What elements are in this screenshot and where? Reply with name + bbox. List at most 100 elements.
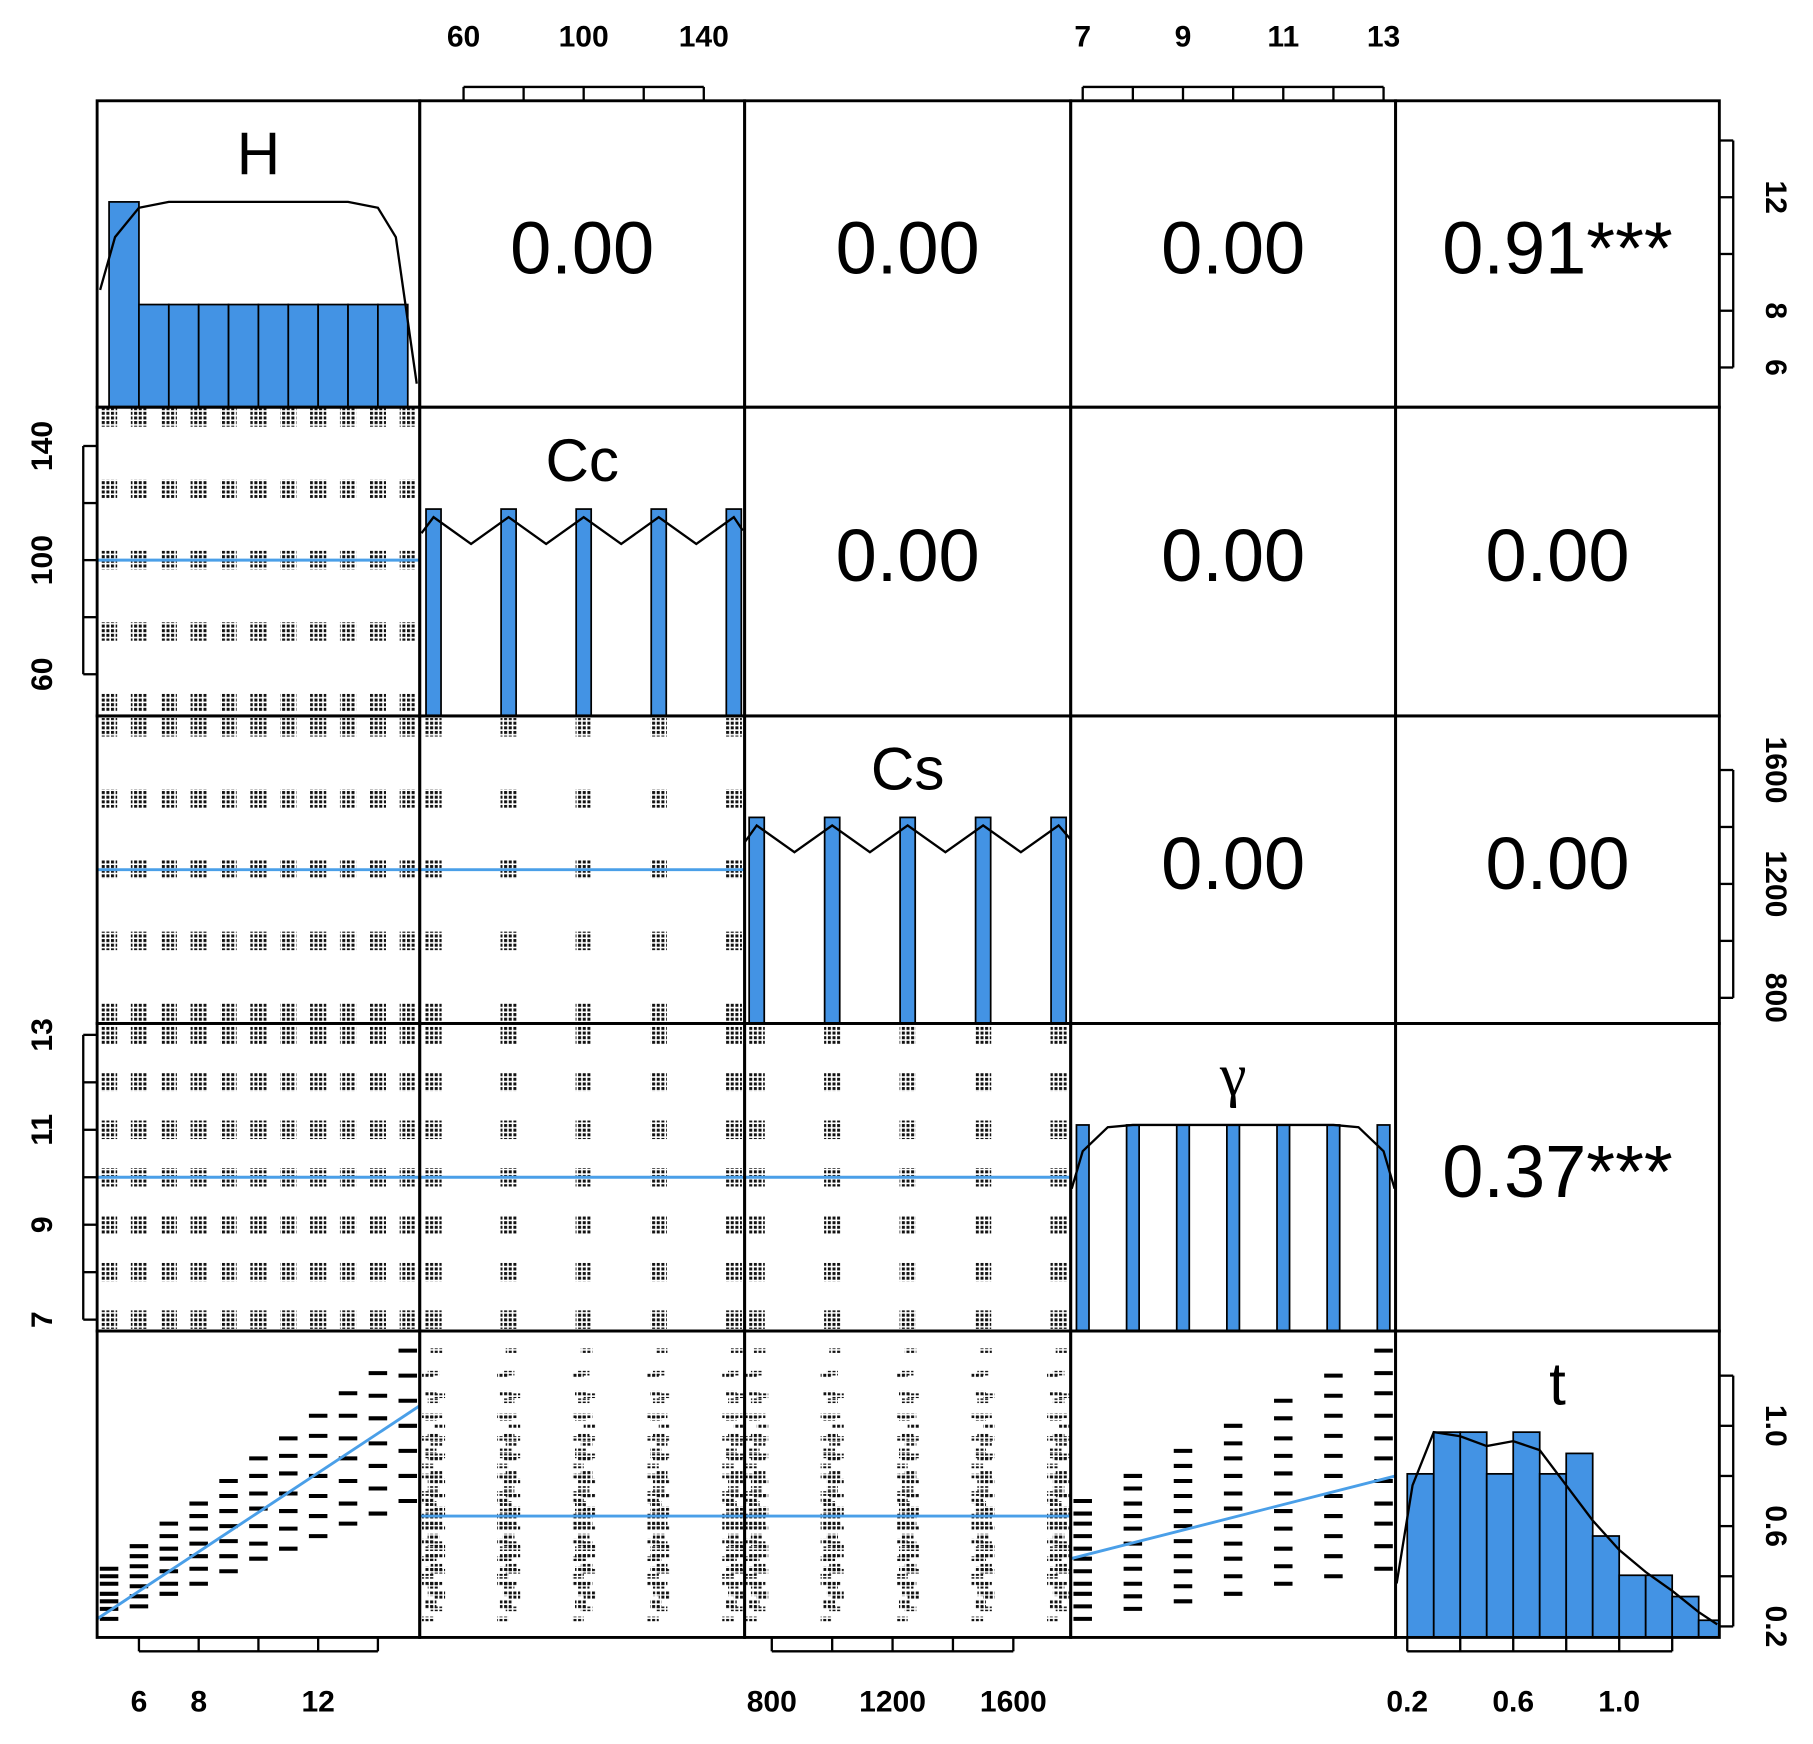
point-cluster bbox=[500, 1120, 517, 1140]
point bbox=[433, 1526, 446, 1531]
histogram-bar bbox=[347, 303, 379, 409]
point-cluster bbox=[1050, 1073, 1067, 1092]
point-cluster bbox=[100, 718, 118, 737]
point bbox=[904, 1471, 917, 1476]
point-cluster bbox=[310, 408, 327, 427]
point bbox=[658, 1553, 671, 1559]
point bbox=[977, 1583, 989, 1589]
point bbox=[655, 1566, 668, 1572]
point bbox=[733, 1546, 746, 1551]
point bbox=[750, 1478, 763, 1484]
point-cluster bbox=[220, 1025, 237, 1045]
point-cluster bbox=[160, 693, 177, 713]
y-tick-label: 11 bbox=[26, 1114, 59, 1146]
point bbox=[650, 1508, 662, 1514]
point-cluster bbox=[190, 693, 207, 713]
point-cluster bbox=[425, 1310, 442, 1329]
point bbox=[424, 1453, 437, 1459]
point bbox=[502, 1583, 515, 1589]
point bbox=[901, 1533, 914, 1539]
point bbox=[1049, 1556, 1062, 1562]
point bbox=[896, 1498, 908, 1504]
point bbox=[1049, 1553, 1062, 1559]
point bbox=[832, 1594, 844, 1599]
density-curve bbox=[744, 823, 1071, 854]
point-cluster bbox=[130, 1262, 148, 1282]
point-cluster bbox=[160, 1310, 177, 1329]
histogram-bar bbox=[317, 303, 349, 409]
point bbox=[1055, 1606, 1068, 1612]
point-cluster bbox=[100, 479, 118, 499]
point bbox=[983, 1543, 995, 1549]
point-cluster bbox=[500, 1215, 517, 1234]
point bbox=[756, 1526, 769, 1531]
point bbox=[572, 1373, 584, 1378]
point bbox=[983, 1393, 995, 1399]
point bbox=[826, 1370, 838, 1376]
point bbox=[826, 1486, 838, 1491]
point bbox=[508, 1493, 521, 1499]
point-cluster bbox=[975, 1215, 992, 1234]
point-cluster bbox=[160, 1002, 177, 1022]
point-cluster bbox=[190, 1215, 207, 1234]
point bbox=[832, 1393, 844, 1399]
histogram-bar bbox=[650, 508, 668, 717]
point bbox=[980, 1456, 992, 1461]
point bbox=[655, 1568, 668, 1574]
point-cluster bbox=[425, 1002, 442, 1022]
correlation-label: 0.00 bbox=[510, 207, 654, 290]
point bbox=[820, 1436, 833, 1441]
point-cluster bbox=[399, 1073, 416, 1092]
y-tick-label: 9 bbox=[26, 1216, 59, 1233]
point bbox=[421, 1573, 434, 1579]
fit-line bbox=[1070, 1474, 1396, 1561]
point bbox=[748, 1390, 760, 1396]
point bbox=[753, 1566, 766, 1572]
point-cluster bbox=[748, 1215, 765, 1234]
point bbox=[502, 1433, 515, 1439]
histogram-bar bbox=[1175, 1124, 1191, 1332]
point bbox=[650, 1415, 662, 1421]
point bbox=[901, 1583, 914, 1589]
point bbox=[820, 1373, 833, 1378]
point bbox=[725, 1453, 737, 1459]
point bbox=[658, 1393, 671, 1399]
variable-name: H bbox=[237, 120, 280, 187]
point bbox=[829, 1563, 841, 1569]
point bbox=[650, 1390, 662, 1396]
point-cluster bbox=[369, 1120, 386, 1140]
point-cluster bbox=[575, 1120, 592, 1140]
point-cluster bbox=[100, 693, 118, 713]
point-cluster bbox=[160, 408, 177, 427]
point bbox=[1047, 1616, 1059, 1622]
point-cluster bbox=[369, 693, 386, 713]
point bbox=[980, 1563, 992, 1569]
point bbox=[497, 1436, 509, 1441]
point-cluster bbox=[369, 1262, 386, 1282]
point bbox=[750, 1398, 763, 1404]
point-cluster bbox=[250, 622, 267, 641]
point bbox=[572, 1463, 584, 1469]
point bbox=[577, 1533, 590, 1539]
point-cluster bbox=[725, 931, 742, 951]
x-tick-label: 0.2 bbox=[1386, 1685, 1428, 1718]
point bbox=[826, 1583, 838, 1589]
point bbox=[1058, 1543, 1071, 1549]
point bbox=[722, 1526, 734, 1531]
point-cluster bbox=[220, 789, 237, 808]
point bbox=[980, 1441, 992, 1446]
point bbox=[753, 1521, 766, 1526]
point bbox=[508, 1591, 521, 1597]
point bbox=[898, 1546, 911, 1551]
point bbox=[722, 1463, 734, 1469]
point bbox=[983, 1436, 995, 1441]
point bbox=[647, 1413, 659, 1419]
point bbox=[974, 1415, 987, 1421]
point bbox=[1058, 1506, 1071, 1511]
point-cluster bbox=[500, 789, 517, 808]
histogram-bar bbox=[1276, 1124, 1291, 1332]
point-cluster bbox=[250, 1215, 267, 1234]
point bbox=[658, 1506, 671, 1511]
point bbox=[745, 1616, 757, 1622]
point bbox=[652, 1581, 665, 1587]
